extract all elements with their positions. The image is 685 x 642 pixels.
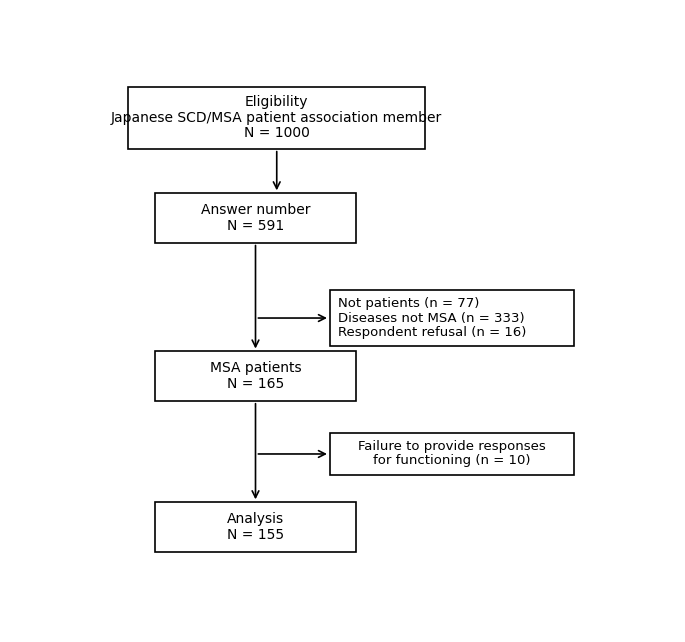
- Text: Failure to provide responses: Failure to provide responses: [358, 440, 546, 453]
- Text: N = 155: N = 155: [227, 528, 284, 542]
- Text: N = 165: N = 165: [227, 377, 284, 392]
- FancyBboxPatch shape: [329, 433, 574, 475]
- Text: Not patients (n = 77): Not patients (n = 77): [338, 297, 480, 310]
- Text: N = 1000: N = 1000: [244, 126, 310, 140]
- FancyBboxPatch shape: [128, 87, 425, 149]
- Text: Answer number: Answer number: [201, 203, 310, 217]
- Text: N = 591: N = 591: [227, 219, 284, 233]
- FancyBboxPatch shape: [155, 351, 356, 401]
- Text: for functioning (n = 10): for functioning (n = 10): [373, 455, 531, 467]
- FancyBboxPatch shape: [155, 193, 356, 243]
- FancyBboxPatch shape: [329, 290, 574, 347]
- Text: Analysis: Analysis: [227, 512, 284, 526]
- Text: MSA patients: MSA patients: [210, 361, 301, 375]
- Text: Japanese SCD/MSA patient association member: Japanese SCD/MSA patient association mem…: [111, 111, 443, 125]
- Text: Diseases not MSA (n = 333): Diseases not MSA (n = 333): [338, 311, 525, 324]
- Text: Respondent refusal (n = 16): Respondent refusal (n = 16): [338, 325, 526, 339]
- FancyBboxPatch shape: [155, 502, 356, 551]
- Text: Eligibility: Eligibility: [245, 96, 308, 109]
